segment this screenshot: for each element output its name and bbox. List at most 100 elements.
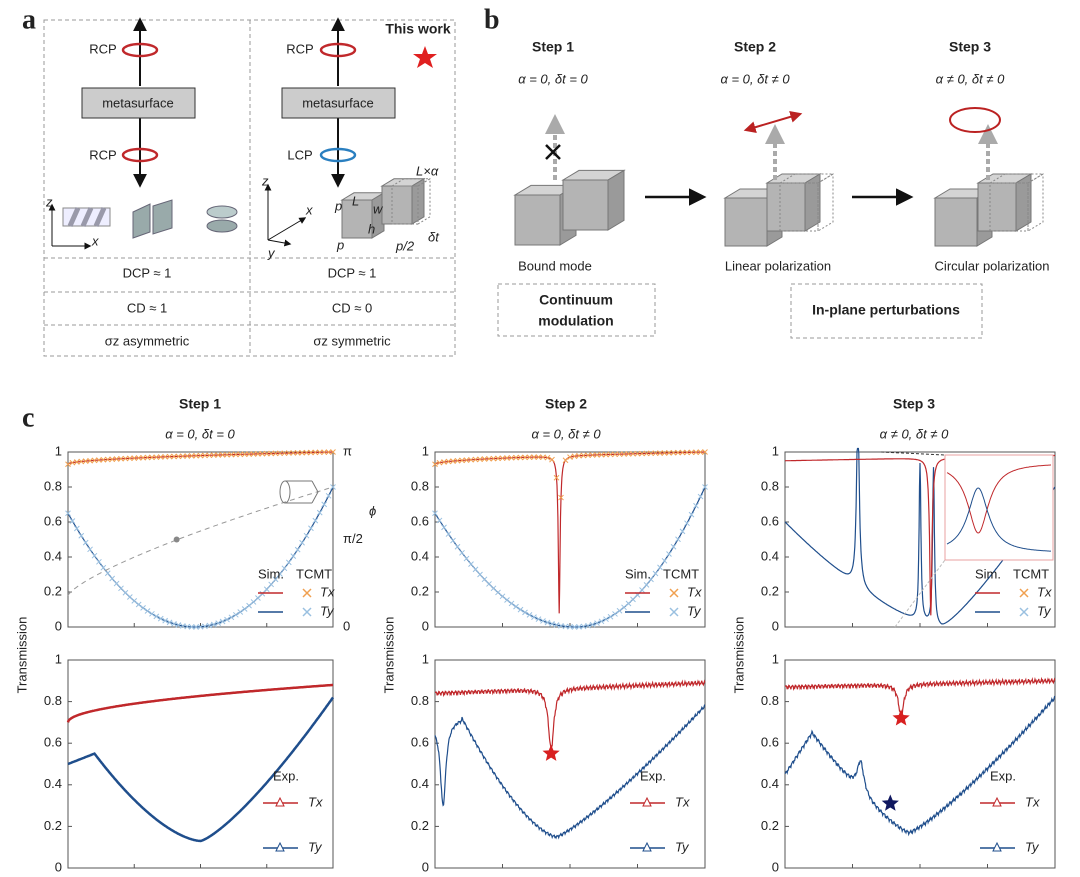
y-tick-label: 0 bbox=[55, 618, 62, 633]
inset-frame bbox=[944, 454, 1054, 561]
axis-label: z bbox=[45, 194, 53, 209]
y-tick-label: 0.6 bbox=[44, 735, 62, 750]
ty-marker bbox=[486, 581, 492, 587]
tx-marker bbox=[250, 451, 257, 457]
y-tick-label: 1 bbox=[772, 651, 779, 666]
ty-marker bbox=[241, 606, 248, 612]
legend-marker bbox=[275, 796, 285, 807]
cube-front bbox=[934, 197, 978, 247]
tx-marker bbox=[281, 450, 288, 457]
dcp: DCP ≈ 1 bbox=[123, 265, 172, 280]
tx-marker bbox=[531, 454, 537, 460]
tx-marker bbox=[206, 452, 213, 459]
tx-marker bbox=[162, 453, 169, 460]
tx-marker bbox=[294, 449, 301, 456]
tx-marker bbox=[454, 457, 461, 464]
ty-marker bbox=[648, 576, 654, 583]
tx-marker bbox=[459, 457, 465, 464]
ty-marker bbox=[299, 539, 305, 546]
legend-label: Tx bbox=[1037, 584, 1052, 599]
legend-marker bbox=[275, 841, 285, 852]
condition: α = 0, δt = 0 bbox=[518, 71, 588, 86]
ty-marker bbox=[281, 565, 288, 572]
ty-marker bbox=[316, 509, 323, 516]
legend-head: TCMT bbox=[663, 566, 699, 581]
ty-marker bbox=[562, 623, 569, 630]
ty-marker bbox=[268, 581, 275, 588]
ty-marker bbox=[594, 620, 600, 626]
unit-cell bbox=[340, 177, 432, 239]
tx-marker bbox=[490, 455, 497, 462]
tx-marker bbox=[571, 453, 578, 460]
legend-marker bbox=[302, 588, 312, 598]
y-tick-label: 0.4 bbox=[44, 776, 62, 791]
ty-marker bbox=[490, 585, 497, 592]
legend-marker bbox=[1019, 607, 1029, 617]
tx-marker bbox=[100, 456, 107, 463]
inset bbox=[944, 454, 1054, 561]
box-text: Continuum bbox=[539, 292, 613, 308]
tx-marker bbox=[697, 449, 704, 455]
caption: Circular polarization bbox=[935, 258, 1050, 273]
cube-side bbox=[817, 173, 834, 232]
tx-marker bbox=[576, 452, 582, 459]
tx-marker bbox=[122, 455, 129, 462]
ty-marker bbox=[100, 564, 107, 571]
ty-marker bbox=[513, 603, 519, 610]
ty-marker bbox=[69, 518, 76, 524]
ty-marker bbox=[463, 555, 470, 562]
y-tick-label: 0.8 bbox=[44, 693, 62, 708]
tx-marker bbox=[87, 457, 93, 464]
ty-marker bbox=[522, 609, 528, 616]
panel-c: c Step 1 α = 0, δt = 0 Transmission 0 0.2 0.4… bbox=[14, 396, 1056, 874]
legend-head: Sim. bbox=[975, 566, 1001, 581]
tx-marker bbox=[277, 450, 283, 457]
ty-marker bbox=[87, 546, 93, 553]
tx-marker bbox=[290, 450, 297, 456]
tx-marker bbox=[616, 451, 623, 458]
tx-marker bbox=[634, 450, 641, 457]
y-tick-label: 0.8 bbox=[761, 478, 779, 493]
tx-marker bbox=[436, 459, 443, 466]
ty-marker bbox=[224, 616, 230, 623]
cylinder bbox=[206, 219, 238, 233]
ty-marker bbox=[553, 622, 560, 628]
ty-marker bbox=[308, 525, 314, 532]
y-tick-label: 1 bbox=[55, 443, 62, 458]
tx-marker bbox=[184, 453, 191, 459]
y-tick-label: 0.8 bbox=[411, 478, 429, 493]
y-tick-label: 0.8 bbox=[44, 478, 62, 493]
box-text: In-plane perturbations bbox=[812, 302, 960, 318]
pol-label: RCP bbox=[286, 41, 313, 56]
metasurface-box bbox=[81, 87, 196, 119]
ty-marker bbox=[526, 611, 533, 618]
tx-marker bbox=[562, 457, 569, 464]
tx-marker bbox=[652, 450, 659, 457]
cube-front bbox=[977, 182, 1017, 232]
ty-marker bbox=[179, 623, 186, 629]
ty-marker bbox=[153, 613, 160, 620]
tx-marker bbox=[630, 450, 636, 457]
tx-marker bbox=[679, 449, 686, 456]
ty-marker bbox=[126, 594, 133, 600]
tx-marker bbox=[670, 449, 677, 456]
y-tick-label: 0.6 bbox=[761, 513, 779, 528]
box bbox=[497, 283, 656, 337]
circular-pol bbox=[949, 107, 1001, 133]
ty-marker bbox=[206, 622, 213, 629]
tx-marker bbox=[688, 449, 695, 456]
axis bbox=[267, 217, 307, 241]
panel-label: b bbox=[484, 4, 500, 35]
ty-marker bbox=[477, 571, 483, 578]
ty-marker bbox=[228, 614, 235, 621]
y-tick-label: 0 bbox=[772, 859, 779, 874]
phase-tick: π/2 bbox=[343, 531, 363, 546]
tx-marker bbox=[657, 450, 663, 456]
tx-marker bbox=[544, 454, 551, 461]
step-title: Step 2 bbox=[545, 396, 587, 412]
tx-marker bbox=[481, 456, 488, 462]
tx-marker bbox=[585, 452, 591, 459]
ty-marker bbox=[630, 596, 636, 603]
tx-marker bbox=[96, 457, 102, 463]
tx-marker bbox=[65, 461, 71, 468]
